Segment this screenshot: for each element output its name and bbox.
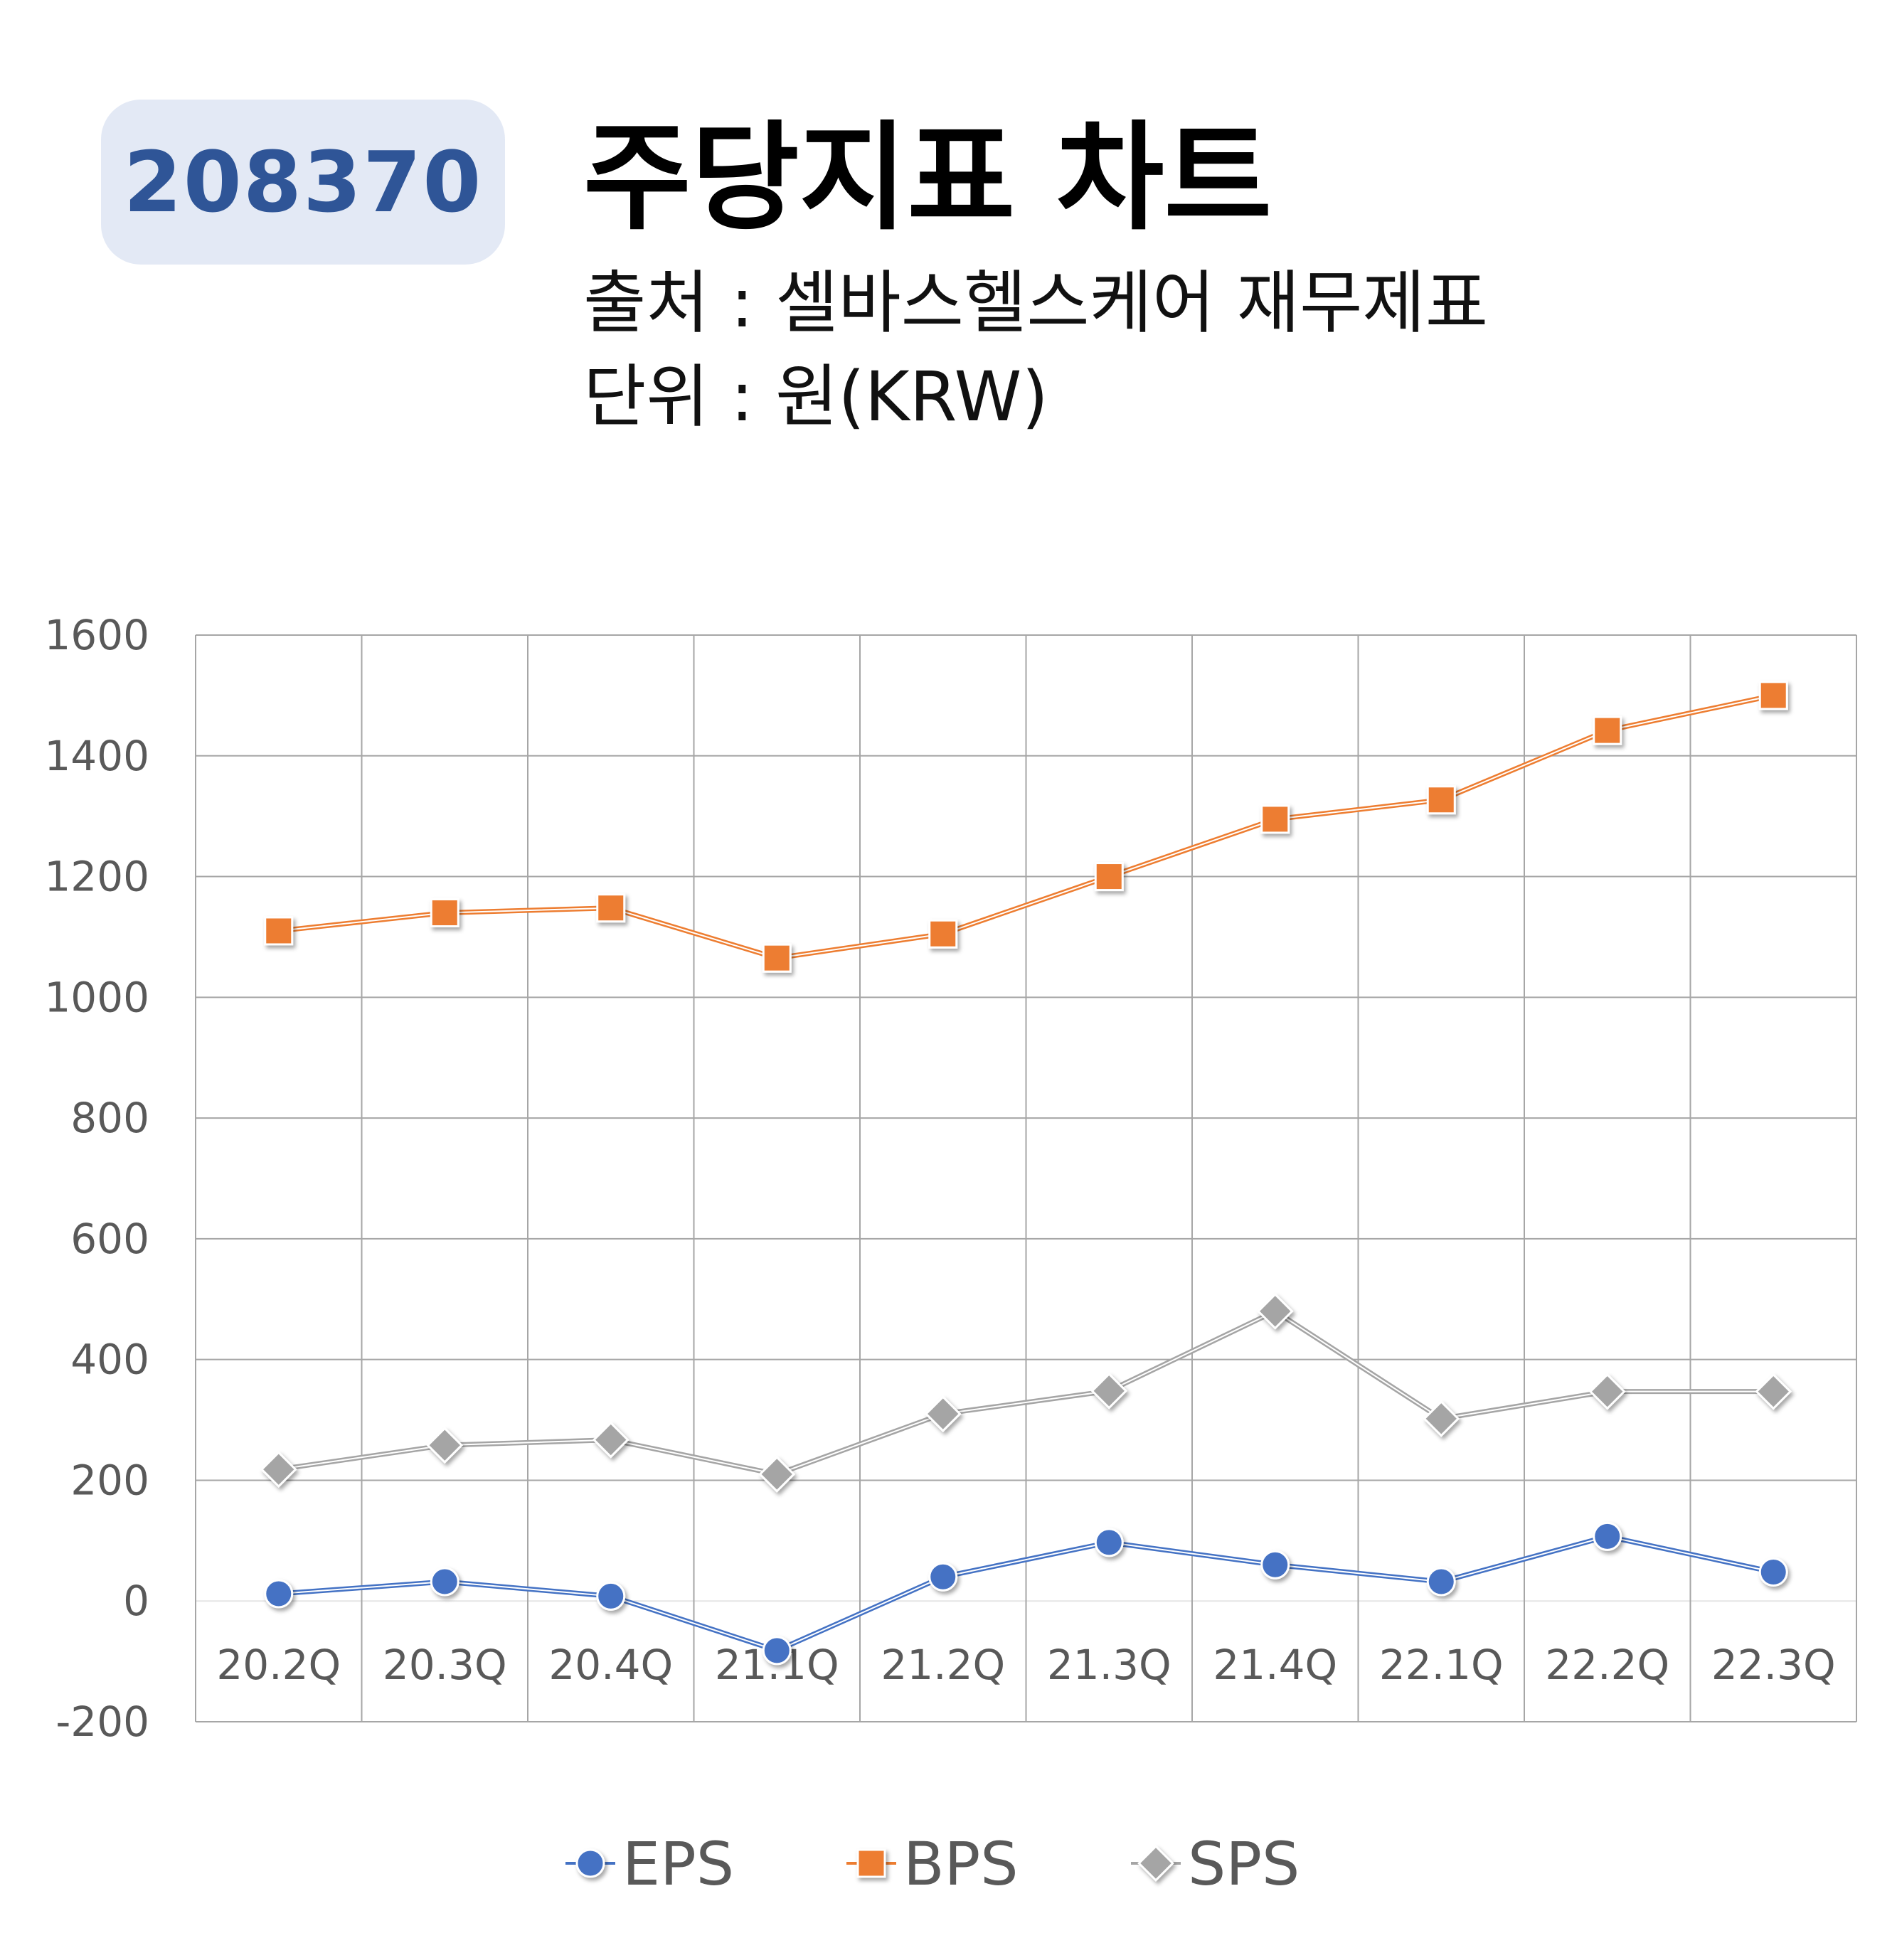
y-tick-label: 600: [70, 1215, 149, 1263]
x-tick-label: 20.2Q: [216, 1641, 341, 1689]
legend-marker-sps: [1137, 1845, 1174, 1882]
legend-label-sps: SPS: [1188, 1829, 1300, 1899]
x-tick-label: 20.3Q: [383, 1641, 507, 1689]
data-point-eps: [1593, 1521, 1622, 1551]
y-tick-label: 1000: [44, 973, 149, 1021]
data-point-sps: [924, 1395, 962, 1432]
y-tick-label: -200: [55, 1698, 149, 1746]
series-eps: [264, 1521, 1788, 1666]
series-line-highlight: [278, 1535, 1774, 1651]
data-point-sps: [1090, 1372, 1128, 1410]
data-point-bps: [762, 943, 792, 973]
data-point-bps: [1094, 862, 1124, 892]
series-line-highlight: [278, 1310, 1774, 1475]
data-point-sps: [1588, 1373, 1626, 1410]
chart-series: [260, 681, 1792, 1666]
data-point-sps: [1256, 1292, 1294, 1330]
data-point-eps: [1426, 1567, 1456, 1597]
source-text: 출처 : 셀바스헬스케어 재무제표: [583, 263, 1489, 343]
legend-label-bps: BPS: [903, 1829, 1019, 1899]
data-point-eps: [1094, 1528, 1124, 1557]
unit-text: 단위 : 원(KRW): [583, 357, 1048, 437]
data-point-eps: [430, 1567, 459, 1597]
chart-legend: EPS BPS SPS: [565, 1829, 1300, 1899]
data-point-bps: [596, 893, 626, 923]
data-point-sps: [426, 1427, 464, 1464]
series-bps: [264, 681, 1788, 973]
data-point-sps: [1423, 1400, 1460, 1437]
x-tick-label: 20.4Q: [548, 1641, 673, 1689]
data-point-bps: [1260, 804, 1290, 834]
data-point-bps: [1593, 715, 1622, 745]
legend-marker-eps: [575, 1848, 605, 1878]
legend-marker-bps: [856, 1848, 886, 1878]
y-tick-label: 400: [70, 1336, 149, 1384]
series-sps: [260, 1292, 1792, 1493]
data-point-eps: [1260, 1550, 1290, 1580]
y-tick-label: 1400: [44, 732, 149, 780]
series-line-highlight: [278, 694, 1774, 959]
legend-label-eps: EPS: [622, 1829, 734, 1899]
data-point-bps: [928, 919, 958, 949]
data-point-eps: [264, 1579, 294, 1609]
stock-code-badge: 208370: [101, 100, 505, 265]
data-point-sps: [260, 1451, 297, 1488]
data-point-sps: [592, 1421, 629, 1459]
x-tick-label: 22.3Q: [1711, 1641, 1836, 1689]
y-tick-label: 800: [70, 1094, 149, 1142]
x-tick-label: 21.2Q: [881, 1641, 1005, 1689]
data-point-bps: [264, 916, 294, 946]
y-axis: -200 0 200 400 600 800 1000 1200 1400 1600: [44, 611, 149, 1746]
data-point-bps: [1426, 785, 1456, 815]
x-axis: 20.2Q20.3Q20.4Q21.1Q21.2Q21.3Q21.4Q22.1Q…: [216, 1641, 1835, 1689]
stock-code: 208370: [123, 133, 483, 231]
data-point-eps: [596, 1581, 626, 1611]
x-tick-label: 22.1Q: [1379, 1641, 1504, 1689]
x-tick-label: 21.3Q: [1047, 1641, 1171, 1689]
y-tick-label: 200: [70, 1456, 149, 1504]
y-tick-label: 1200: [44, 853, 149, 901]
data-point-eps: [1758, 1557, 1788, 1587]
chart-grid: [195, 634, 1857, 1722]
x-tick-label: 22.2Q: [1545, 1641, 1669, 1689]
chart-title: 주당지표 차트: [583, 110, 1272, 246]
data-point-eps: [762, 1636, 792, 1666]
x-tick-label: 21.4Q: [1213, 1641, 1337, 1689]
data-point-sps: [758, 1456, 796, 1493]
data-point-sps: [1755, 1373, 1792, 1410]
data-point-eps: [928, 1562, 958, 1592]
data-point-bps: [430, 898, 459, 927]
y-tick-label: 0: [123, 1577, 149, 1625]
y-tick-label: 1600: [44, 611, 149, 659]
data-point-bps: [1758, 681, 1788, 710]
